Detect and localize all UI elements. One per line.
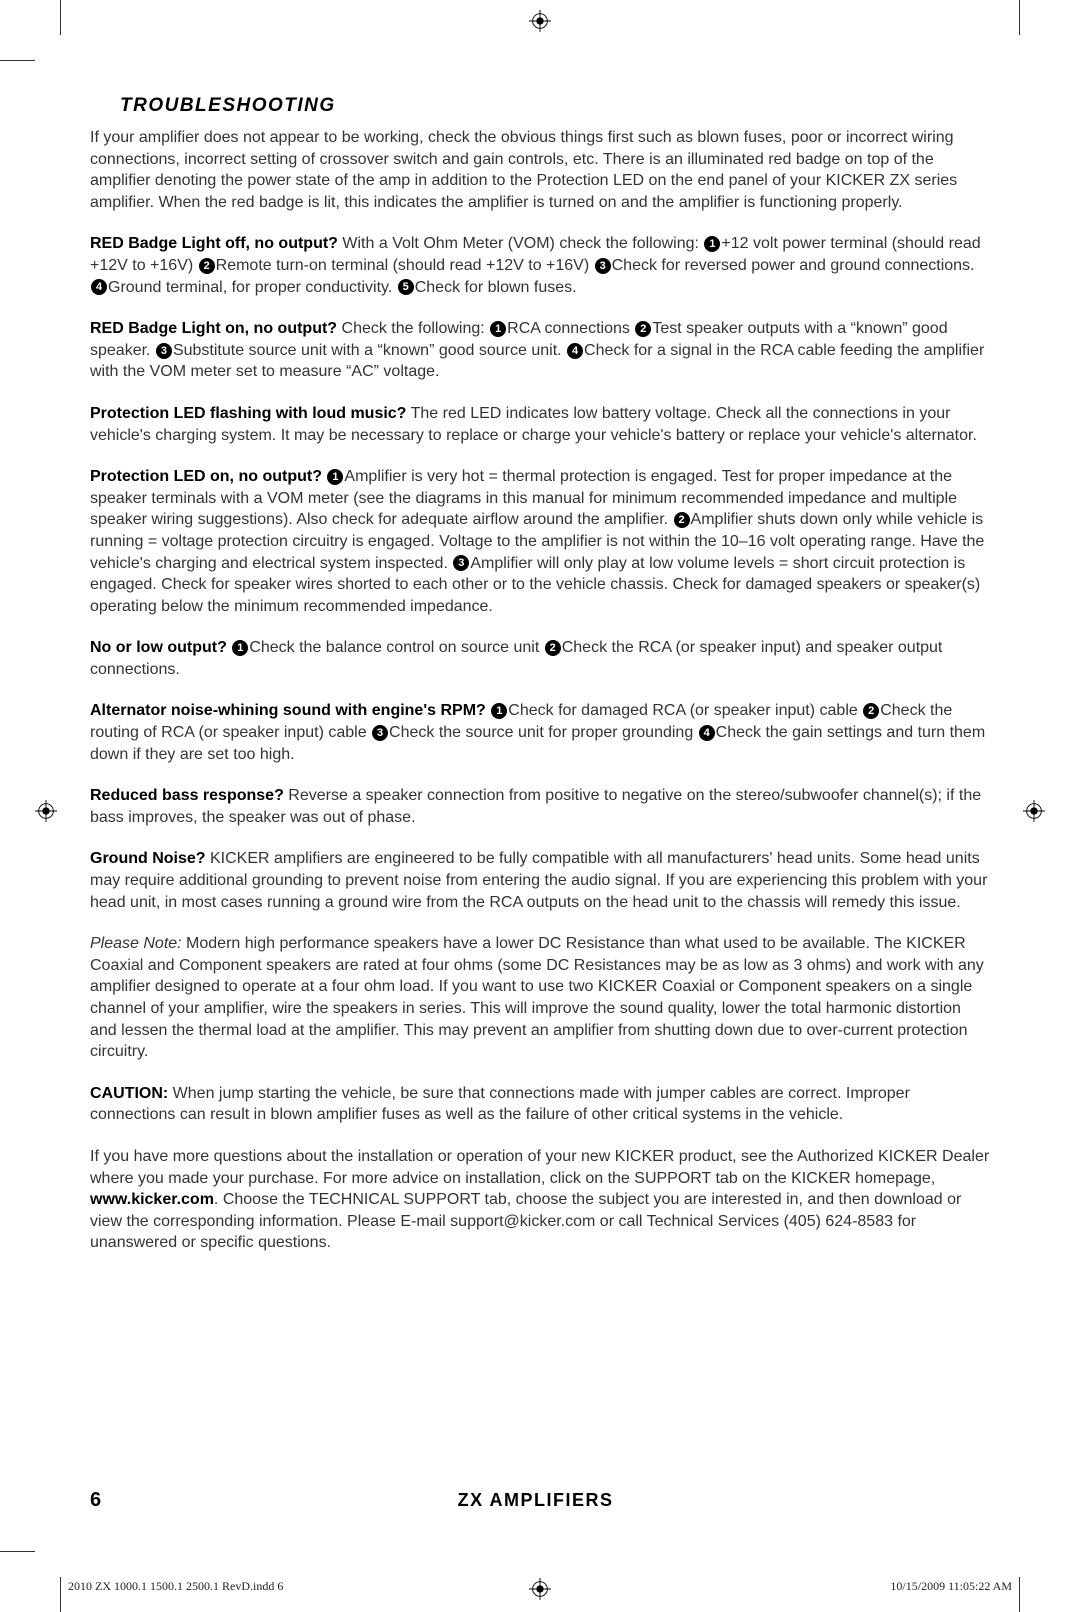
paragraph-protection-flash: Protection LED flashing with loud music?… xyxy=(90,403,990,446)
crop-mark xyxy=(60,0,61,35)
number-badge-icon: 5 xyxy=(398,279,414,295)
text: If you have more questions about the ins… xyxy=(90,1148,989,1187)
lead-text: Protection LED on, no output? xyxy=(90,468,322,485)
intro-paragraph: If your amplifier does not appear to be … xyxy=(90,127,990,213)
number-badge-icon: 1 xyxy=(491,703,507,719)
number-badge-icon: 1 xyxy=(327,469,343,485)
lead-text: Please Note: xyxy=(90,935,182,952)
number-badge-icon: 4 xyxy=(567,343,583,359)
lead-text: Ground Noise? xyxy=(90,850,206,867)
lead-text: Protection LED flashing with loud music? xyxy=(90,405,406,422)
number-badge-icon: 1 xyxy=(704,236,720,252)
number-badge-icon: 1 xyxy=(490,321,506,337)
text: Check the balance control on source unit xyxy=(249,639,543,656)
document-page: TROUBLESHOOTING If your amplifier does n… xyxy=(0,0,1080,1612)
text: Check the source unit for proper groundi… xyxy=(389,724,698,741)
number-badge-icon: 2 xyxy=(199,258,215,274)
text xyxy=(227,639,231,656)
text: Remote turn-on terminal (should read +12… xyxy=(216,257,594,274)
registration-mark-icon xyxy=(1023,800,1045,822)
text: With a Volt Ohm Meter (VOM) check the fo… xyxy=(338,235,703,252)
paragraph-red-off: RED Badge Light off, no output? With a V… xyxy=(90,233,990,298)
crop-mark xyxy=(60,1577,61,1612)
registration-mark-icon xyxy=(35,800,57,822)
number-badge-icon: 2 xyxy=(545,640,561,656)
paragraph-please-note: Please Note: Modern high performance spe… xyxy=(90,933,990,1063)
paragraph-protection-on: Protection LED on, no output? 1Amplifier… xyxy=(90,466,990,617)
text xyxy=(322,468,326,485)
number-badge-icon: 4 xyxy=(91,279,107,295)
lead-text: RED Badge Light on, no output? xyxy=(90,320,337,337)
number-badge-icon: 3 xyxy=(372,725,388,741)
paragraph-contact: If you have more questions about the ins… xyxy=(90,1146,990,1254)
text: KICKER amplifiers are engineered to be f… xyxy=(90,850,987,910)
content-area: TROUBLESHOOTING If your amplifier does n… xyxy=(90,95,990,1274)
paragraph-alternator: Alternator noise-whining sound with engi… xyxy=(90,700,990,765)
text: . Choose the TECHNICAL SUPPORT tab, choo… xyxy=(90,1191,961,1251)
crop-mark xyxy=(0,60,35,61)
crop-mark xyxy=(0,1551,35,1552)
text: Ground terminal, for proper conductivity… xyxy=(108,279,397,296)
number-badge-icon: 1 xyxy=(232,640,248,656)
text: Modern high performance speakers have a … xyxy=(90,935,984,1060)
print-file-name: 2010 ZX 1000.1 1500.1 2500.1 RevD.indd 6 xyxy=(68,1579,283,1594)
paragraph-red-on: RED Badge Light on, no output? Check the… xyxy=(90,318,990,383)
text: When jump starting the vehicle, be sure … xyxy=(90,1085,910,1124)
number-badge-icon: 3 xyxy=(156,343,172,359)
footer-title: ZX AMPLIFIERS xyxy=(101,1490,970,1511)
number-badge-icon: 2 xyxy=(635,321,651,337)
lead-text: Alternator noise-whining sound with engi… xyxy=(90,702,486,719)
text: Check for reversed power and ground conn… xyxy=(612,257,975,274)
lead-text: Reduced bass response? xyxy=(90,787,284,804)
number-badge-icon: 4 xyxy=(699,725,715,741)
section-heading: TROUBLESHOOTING xyxy=(120,95,990,117)
registration-mark-icon xyxy=(529,10,551,32)
paragraph-ground-noise: Ground Noise? KICKER amplifiers are engi… xyxy=(90,848,990,913)
lead-text: RED Badge Light off, no output? xyxy=(90,235,338,252)
text: Check for blown fuses. xyxy=(415,279,577,296)
crop-mark xyxy=(1019,1577,1020,1612)
text: Check for damaged RCA (or speaker input)… xyxy=(508,702,862,719)
paragraph-bass: Reduced bass response? Reverse a speaker… xyxy=(90,785,990,828)
paragraph-caution: CAUTION: When jump starting the vehicle,… xyxy=(90,1083,990,1126)
number-badge-icon: 3 xyxy=(595,258,611,274)
number-badge-icon: 3 xyxy=(453,555,469,571)
lead-text: CAUTION: xyxy=(90,1085,168,1102)
text: Substitute source unit with a “known” go… xyxy=(173,342,566,359)
page-footer: 6 ZX AMPLIFIERS xyxy=(90,1489,990,1512)
text: RCA connections xyxy=(507,320,634,337)
page-number: 6 xyxy=(90,1489,101,1512)
lead-text: No or low output? xyxy=(90,639,227,656)
number-badge-icon: 2 xyxy=(674,512,690,528)
print-timestamp: 10/15/2009 11:05:22 AM xyxy=(890,1579,1012,1594)
text xyxy=(486,702,490,719)
print-footer: 2010 ZX 1000.1 1500.1 2500.1 RevD.indd 6… xyxy=(68,1579,1012,1594)
url-text: www.kicker.com xyxy=(90,1191,214,1208)
number-badge-icon: 2 xyxy=(863,703,879,719)
text: Check the following: xyxy=(337,320,489,337)
paragraph-no-output: No or low output? 1Check the balance con… xyxy=(90,637,990,680)
crop-mark xyxy=(1019,0,1020,35)
